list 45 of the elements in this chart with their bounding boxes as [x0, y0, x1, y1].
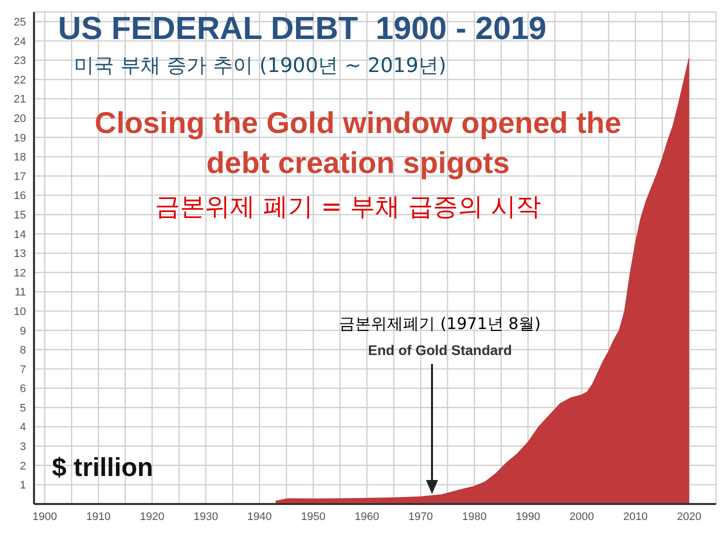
y-tick-label: 5 [20, 402, 26, 414]
y-tick-label: 1 [20, 480, 26, 492]
y-tick-label: 18 [14, 152, 26, 164]
x-tick-label: 2010 [623, 510, 648, 523]
annotation: Closing the Gold window opened the debt creation spigots [94, 106, 622, 182]
y-tick-label: 22 [14, 74, 26, 86]
y-tick-label: 21 [14, 94, 26, 106]
y-tick-label: 7 [20, 364, 26, 376]
x-tick-label: 1930 [194, 510, 218, 523]
x-tick-label: 1900 [32, 510, 57, 523]
y-tick-label: 8 [20, 344, 26, 357]
y-tick-label: 4 [20, 422, 26, 434]
y-tick-label: 12 [14, 267, 26, 280]
annotation: 금본위제 폐기 = 부채 급증의 시작 [154, 191, 542, 223]
annotation: End of Gold Standard [367, 342, 513, 358]
x-tick-label: 2020 [676, 510, 702, 523]
y-tick-label: 20 [14, 113, 26, 126]
y-tick-label: 16 [14, 190, 26, 202]
y-tick-label: 25 [14, 16, 26, 29]
y-tick-label: 24 [14, 36, 26, 48]
x-tick-label: 1970 [408, 510, 433, 523]
y-tick-label: 14 [14, 228, 26, 241]
y-tick-label: 13 [14, 248, 26, 260]
y-tick-label: 17 [14, 170, 26, 183]
x-tick-label: 1980 [462, 510, 487, 523]
x-tick-label: 1940 [247, 510, 272, 523]
y-axis-title: $ trillion [52, 452, 154, 483]
chart-title: US FEDERAL DEBT 1900 - 2019 [58, 10, 546, 47]
y-tick-label: 9 [20, 325, 26, 338]
y-tick-label: 3 [20, 441, 26, 454]
text: 미국 부채 증가 추이 (1900년 ~ 2019년) [74, 52, 446, 79]
y-tick-label: 19 [14, 132, 26, 144]
x-tick-label: 1960 [354, 510, 380, 523]
x-tick-label: 1990 [516, 510, 540, 523]
y-tick-label: 11 [14, 286, 26, 299]
y-tick-label: 2 [20, 460, 26, 472]
x-tick-label: 2000 [570, 510, 594, 523]
annotation: 금본위제폐기 (1971년 8월) [338, 314, 542, 335]
y-tick-label: 10 [14, 306, 26, 318]
x-tick-label: 1910 [86, 510, 111, 523]
y-tick-label: 15 [14, 209, 26, 222]
y-tick-label: 23 [14, 55, 26, 68]
y-tick-label: 6 [20, 383, 26, 396]
x-tick-label: 1920 [140, 510, 164, 523]
x-tick-label: 1950 [301, 510, 326, 523]
